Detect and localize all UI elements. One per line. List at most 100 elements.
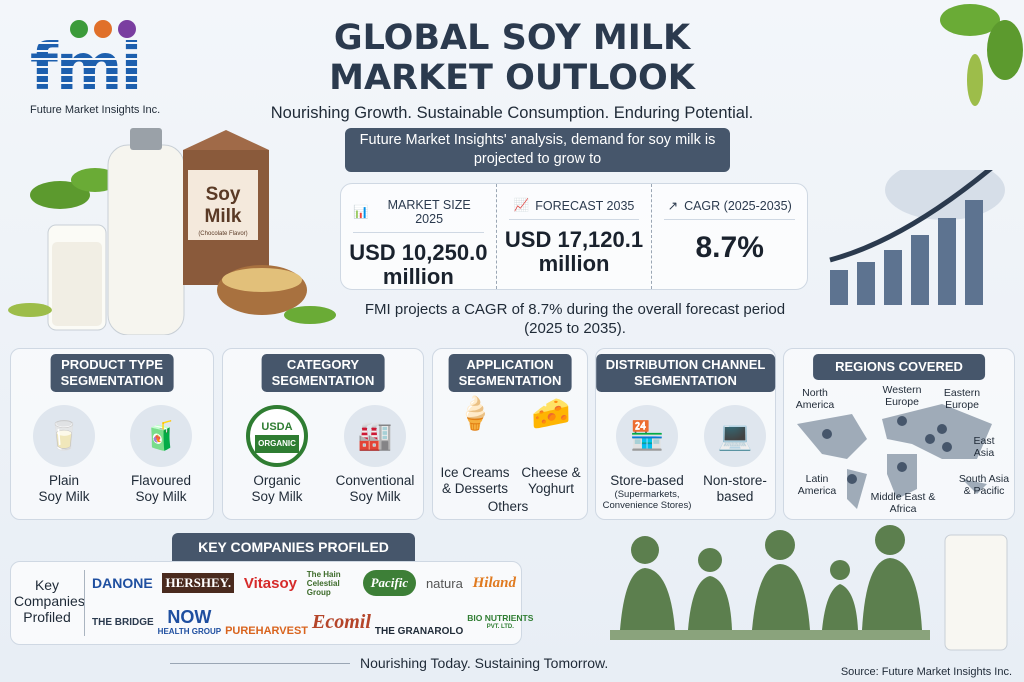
card-title: APPLICATION SEGMENTATION bbox=[448, 354, 572, 392]
region-south-asia-pacific: South Asia & Pacific bbox=[958, 473, 1010, 497]
world-map-icon bbox=[797, 404, 992, 509]
card-title: PRODUCT TYPE SEGMENTATION bbox=[50, 354, 174, 392]
title-line-1: GLOBAL SOY MILK bbox=[333, 18, 691, 58]
logo-vitasoy: Vitasoy bbox=[243, 574, 297, 592]
subtitle: Nourishing Growth. Sustainable Consumpti… bbox=[270, 104, 754, 122]
stat-market-size: 📊 MARKET SIZE 2025 USD 10,250.0 million bbox=[341, 184, 497, 289]
stat-unit: million bbox=[382, 264, 454, 289]
trend-arrow-icon: ↗ bbox=[667, 199, 679, 213]
bar-chart-icon: 📊 bbox=[353, 204, 369, 219]
store-icon: 🏪 bbox=[616, 405, 678, 467]
soy-milk-illustration: Soy Milk (Chocolate Flavor) bbox=[8, 128, 336, 335]
ice-cream-icon: 🍦 bbox=[455, 395, 495, 431]
logo-natura: natura bbox=[425, 575, 463, 591]
card-title: REGIONS COVERED bbox=[813, 354, 985, 380]
logo-hershey: HERSHEY. bbox=[162, 573, 235, 593]
stat-value: 8.7% bbox=[695, 231, 764, 264]
segment-non-store-based: 💻 Non-store-based bbox=[696, 405, 774, 505]
family-illustration bbox=[610, 525, 1008, 651]
segment-organic: USDA ORGANIC Organic Soy Milk bbox=[229, 405, 325, 505]
company-logos-row-1: DANONE HERSHEY. Vitasoy The Hain Celesti… bbox=[92, 566, 516, 600]
product-type-card: PRODUCT TYPE SEGMENTATION 🥛 Plain Soy Milk … bbox=[10, 348, 214, 520]
soy-pod-icon bbox=[284, 306, 336, 324]
milk-bottle-icon bbox=[107, 144, 185, 335]
logo-the-bridge: THE BRIDGE bbox=[92, 616, 154, 628]
stat-unit: million bbox=[538, 251, 610, 276]
source-note: Source: Future Market Insights Inc. bbox=[840, 666, 1012, 678]
logo-bio-nutrients-group: BIO NUTRIENTS PVT. LTD. bbox=[467, 613, 533, 631]
key-companies-header: KEY COMPANIES PROFILED bbox=[172, 533, 415, 561]
milk-carton-icon: 🧃 bbox=[130, 405, 192, 467]
key-companies-label: Key Companies Profiled bbox=[14, 577, 85, 625]
region-north-america: North America bbox=[795, 387, 835, 411]
distribution-card: DISTRIBUTION CHANNEL SEGMENTATION 🏪 Store-… bbox=[595, 348, 776, 520]
stat-value: USD 17,120.1 bbox=[504, 227, 644, 252]
cheese-icon: 🧀 bbox=[531, 395, 571, 431]
logo-hiland: Hiland bbox=[472, 574, 516, 591]
application-card: APPLICATION SEGMENTATION 🍦 Ice Creams & Des… bbox=[432, 348, 588, 520]
logo-wordmark: fmi bbox=[30, 36, 190, 100]
page-title: GLOBAL SOY MILK MARKET OUTLOOK bbox=[300, 18, 724, 98]
stat-value: USD 10,250.0 bbox=[349, 240, 488, 265]
growth-bars-graphic bbox=[829, 170, 1005, 305]
segment-cheese-yoghurt: 🧀 Cheese & Yoghurt bbox=[515, 395, 587, 497]
growth-arrow-icon bbox=[829, 170, 993, 263]
regions-card: REGIONS COVERED North America Western Eu… bbox=[783, 348, 1015, 520]
stat-forecast: 📈 FORECAST 2035 USD 17,120.1 million bbox=[497, 184, 653, 289]
growth-chart-icon: 📈 bbox=[513, 198, 530, 212]
carton-text-2: Milk bbox=[205, 206, 242, 227]
segment-plain-soy-milk: 🥛 Plain Soy Milk bbox=[25, 405, 103, 505]
laptop-delivery-icon: 💻 bbox=[704, 405, 766, 467]
region-east-asia: East Asia bbox=[973, 435, 995, 459]
stat-label: FORECAST 2035 bbox=[535, 198, 635, 213]
milk-glass-icon: 🥛 bbox=[33, 405, 95, 467]
logo-ecomil: Ecomil bbox=[312, 610, 371, 633]
region-eastern-europe: Eastern Europe bbox=[943, 387, 981, 411]
divider bbox=[84, 570, 85, 636]
carton-flavor: (Chocolate Flavor) bbox=[198, 231, 247, 237]
leaf-icon bbox=[71, 168, 119, 192]
fmi-logo: fmi Future Market Insights Inc. bbox=[30, 20, 190, 116]
category-card: CATEGORY SEGMENTATION USDA ORGANIC Organic S… bbox=[222, 348, 424, 520]
logo-pureharvest: PUREHARVEST bbox=[225, 625, 309, 637]
divider bbox=[170, 663, 350, 664]
card-title: CATEGORY SEGMENTATION bbox=[261, 354, 385, 392]
logo-company-name: Future Market Insights Inc. bbox=[30, 104, 161, 116]
analysis-banner: Future Market Insights' analysis, demand… bbox=[345, 128, 730, 172]
segment-store-based: 🏪 Store-based (Supermarkets, Convenience S… bbox=[600, 405, 694, 511]
market-stats-card: 📊 MARKET SIZE 2025 USD 10,250.0 million 📈… bbox=[340, 183, 808, 290]
company-logos-row-2: THE BRIDGE NOW HEALTH GROUP PUREHARVEST … bbox=[92, 604, 533, 640]
region-latin-america: Latin America bbox=[797, 473, 837, 497]
segment-others: Others bbox=[487, 499, 529, 514]
milk-glass-icon bbox=[944, 534, 1008, 651]
region-middle-east-africa: Middle East & Africa bbox=[870, 491, 936, 515]
logo-now-group: NOW HEALTH GROUP bbox=[157, 606, 222, 637]
factory-icon: 🏭 bbox=[344, 405, 406, 467]
tagline: Nourishing Today. Sustaining Tomorrow. bbox=[360, 655, 609, 671]
key-companies-box bbox=[10, 561, 522, 645]
logo-icons bbox=[70, 20, 136, 38]
soy-pod-icon bbox=[8, 303, 52, 317]
segment-ice-creams: 🍦 Ice Creams & Desserts bbox=[437, 395, 513, 497]
stat-label: CAGR (2025-2035) bbox=[684, 198, 792, 213]
segment-flavoured-soy-milk: 🧃 Flavoured Soy Milk bbox=[121, 405, 201, 505]
card-title: DISTRIBUTION CHANNEL SEGMENTATION bbox=[595, 354, 776, 392]
projection-text: FMI projects a CAGR of 8.7% during the o… bbox=[364, 301, 786, 337]
logo-pacific: Pacific bbox=[362, 570, 417, 596]
leaf-icon bbox=[30, 181, 90, 209]
stat-label: MARKET SIZE 2025 bbox=[387, 198, 471, 226]
usda-organic-badge-icon: USDA ORGANIC bbox=[246, 405, 308, 467]
stat-cagr: ↗ CAGR (2025-2035) 8.7% bbox=[652, 184, 807, 289]
carton-text: Soy bbox=[206, 184, 241, 205]
logo-now-subtitle: HEALTH GROUP bbox=[157, 626, 222, 636]
logo-now: NOW bbox=[167, 606, 212, 627]
soy-plant-icon bbox=[940, 4, 1023, 106]
title-line-2: MARKET OUTLOOK bbox=[329, 58, 695, 98]
logo-granarolo: THE GRANAROLO bbox=[374, 626, 464, 637]
logo-bio-nutrients: BIO NUTRIENTS bbox=[467, 613, 534, 623]
world-map-icon bbox=[885, 170, 1005, 220]
segment-conventional: 🏭 Conventional Soy Milk bbox=[327, 405, 423, 505]
logo-hain-celestial: The Hain Celestial Group bbox=[306, 569, 341, 597]
logo-danone: DANONE bbox=[92, 575, 153, 591]
logo-bio-nutrients-subtitle: PVT. LTD. bbox=[486, 624, 514, 630]
